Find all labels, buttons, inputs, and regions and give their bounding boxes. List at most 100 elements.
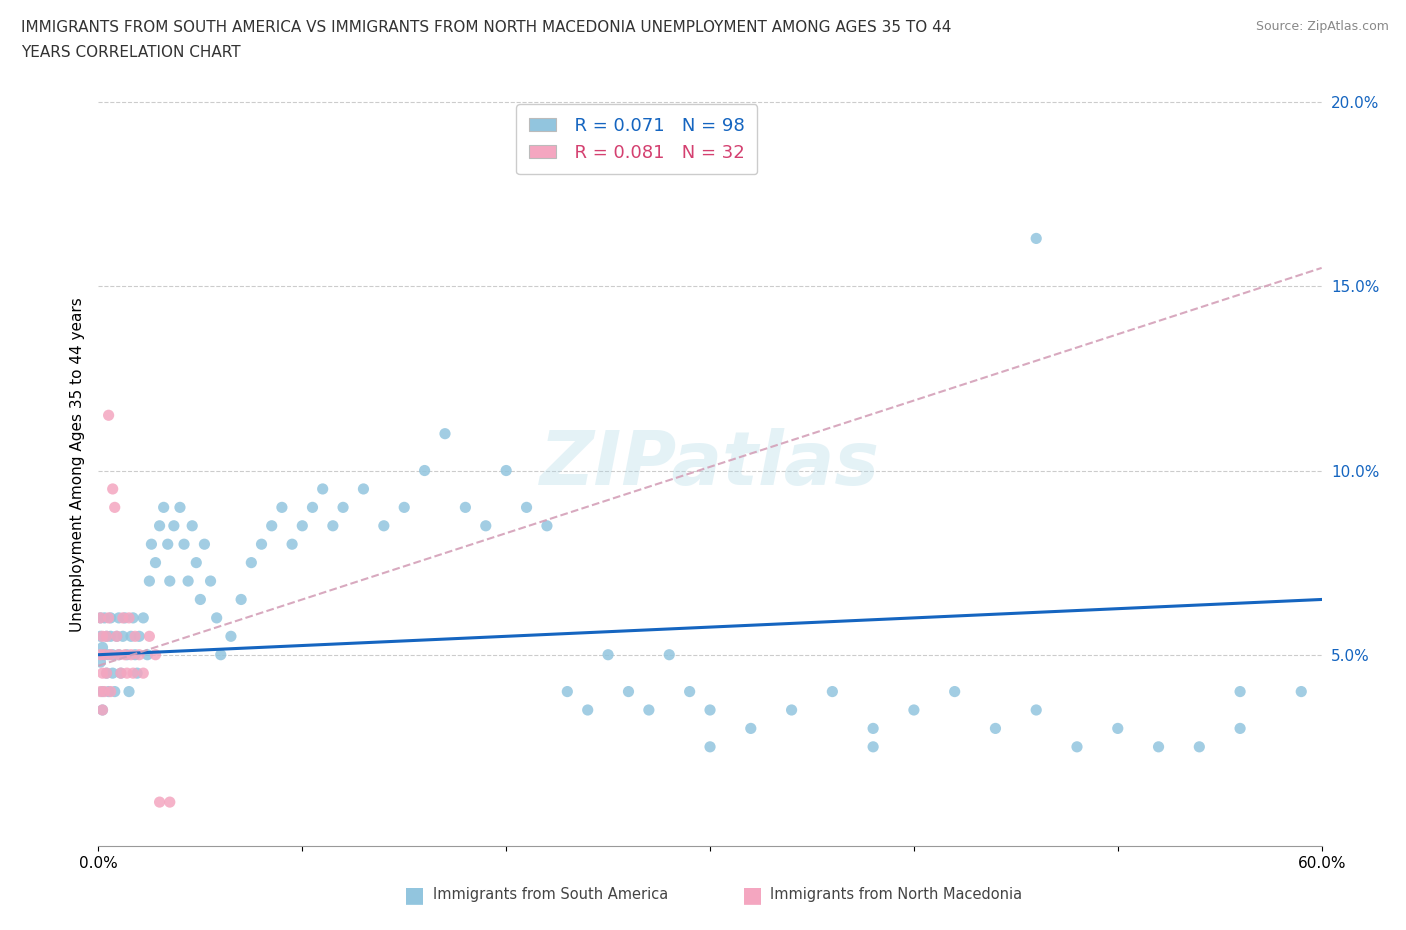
Point xyxy=(115,666,138,681)
Point xyxy=(111,610,134,625)
Point xyxy=(1229,721,1251,736)
Point xyxy=(97,647,120,662)
Point xyxy=(100,610,122,625)
Point xyxy=(1291,684,1313,699)
Point xyxy=(173,537,195,551)
Point xyxy=(118,684,141,699)
Point xyxy=(145,555,167,570)
Point xyxy=(679,684,702,699)
Point xyxy=(97,610,120,625)
Point xyxy=(434,426,457,441)
Point xyxy=(101,647,124,662)
Point xyxy=(91,640,114,655)
Point xyxy=(124,647,146,662)
Point xyxy=(1025,702,1047,717)
Text: Source: ZipAtlas.com: Source: ZipAtlas.com xyxy=(1256,20,1389,33)
Point xyxy=(136,647,159,662)
Point xyxy=(120,629,142,644)
Point xyxy=(91,702,114,717)
Point xyxy=(495,463,517,478)
Point xyxy=(231,592,253,607)
Point xyxy=(114,647,136,662)
Point xyxy=(188,592,212,607)
Point xyxy=(101,482,124,497)
Point xyxy=(1025,231,1047,246)
Point xyxy=(91,702,114,717)
Point xyxy=(120,647,142,662)
Point xyxy=(89,684,111,699)
Point xyxy=(862,739,884,754)
Text: ■: ■ xyxy=(405,884,425,905)
Point xyxy=(312,482,335,497)
Point xyxy=(114,610,136,625)
Point xyxy=(1066,739,1088,754)
Point xyxy=(658,647,681,662)
Point xyxy=(1229,684,1251,699)
Point xyxy=(124,629,146,644)
Point xyxy=(576,702,599,717)
Point xyxy=(96,629,118,644)
Point xyxy=(122,666,145,681)
Point xyxy=(536,518,558,533)
Point xyxy=(97,408,120,423)
Point xyxy=(780,702,803,717)
Point xyxy=(110,666,132,681)
Point xyxy=(373,518,395,533)
Point xyxy=(104,684,127,699)
Point xyxy=(89,647,111,662)
Point xyxy=(115,647,138,662)
Point xyxy=(699,739,721,754)
Point xyxy=(740,721,762,736)
Point xyxy=(89,610,111,625)
Point xyxy=(169,500,191,515)
Text: ZIPatlas: ZIPatlas xyxy=(540,429,880,501)
Point xyxy=(984,721,1007,736)
Point xyxy=(93,684,115,699)
Point xyxy=(118,610,141,625)
Point xyxy=(454,500,477,515)
Point xyxy=(152,500,174,515)
Point xyxy=(122,610,145,625)
Point xyxy=(105,629,128,644)
Text: Immigrants from South America: Immigrants from South America xyxy=(433,887,668,902)
Point xyxy=(93,647,115,662)
Y-axis label: Unemployment Among Ages 35 to 44 years: Unemployment Among Ages 35 to 44 years xyxy=(69,298,84,632)
Point xyxy=(219,629,242,644)
Point xyxy=(291,518,314,533)
Point xyxy=(91,666,114,681)
Point xyxy=(89,610,111,625)
Point xyxy=(100,647,122,662)
Point xyxy=(862,721,884,736)
Point xyxy=(193,537,215,551)
Point xyxy=(100,629,122,644)
Point xyxy=(555,684,579,699)
Point xyxy=(159,574,181,589)
Point xyxy=(96,666,118,681)
Point xyxy=(413,463,436,478)
Point xyxy=(93,610,115,625)
Point xyxy=(159,794,181,809)
Point xyxy=(322,518,344,533)
Point xyxy=(91,629,114,644)
Point xyxy=(96,629,118,644)
Point xyxy=(108,610,131,625)
Point xyxy=(260,518,283,533)
Point xyxy=(352,482,374,497)
Point xyxy=(100,684,122,699)
Point xyxy=(903,702,925,717)
Point xyxy=(138,629,160,644)
Point xyxy=(240,555,263,570)
Point xyxy=(617,684,640,699)
Point xyxy=(105,629,128,644)
Point xyxy=(128,647,150,662)
Point xyxy=(132,666,155,681)
Point xyxy=(637,702,661,717)
Text: Immigrants from North Macedonia: Immigrants from North Macedonia xyxy=(770,887,1022,902)
Point xyxy=(943,684,966,699)
Point xyxy=(156,537,179,551)
Point xyxy=(89,629,111,644)
Point xyxy=(110,666,132,681)
Point xyxy=(89,655,111,670)
Point xyxy=(91,684,114,699)
Point xyxy=(93,647,115,662)
